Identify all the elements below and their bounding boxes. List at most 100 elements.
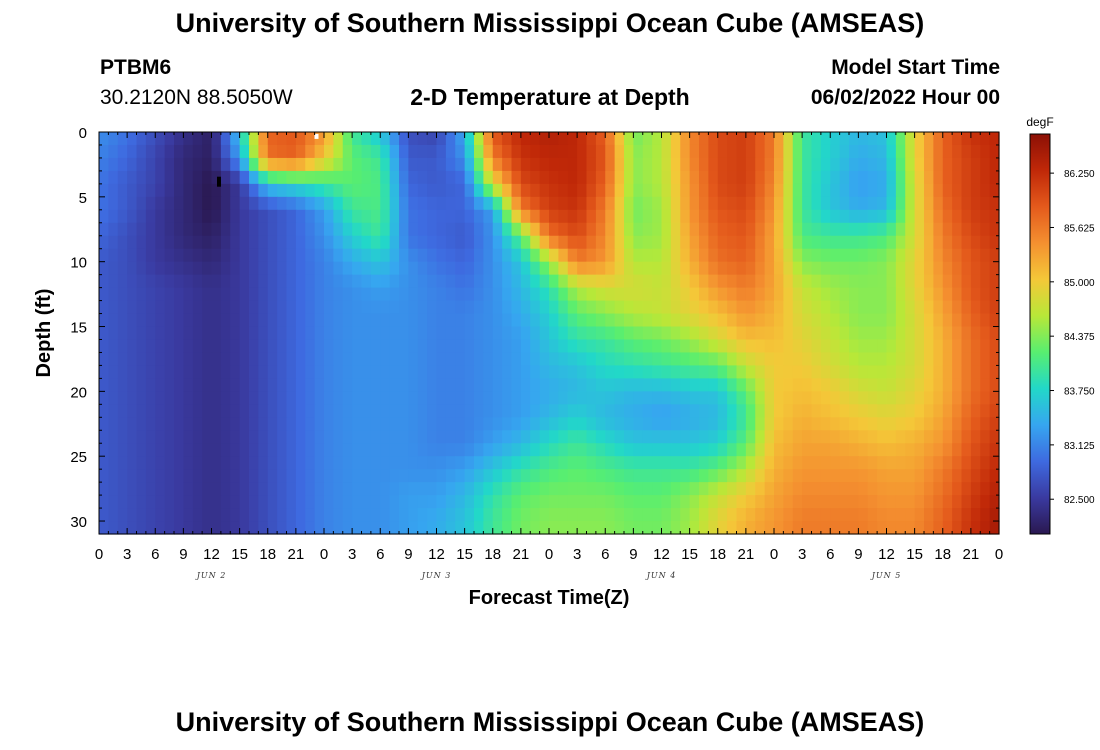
heatmap-cell: [117, 391, 128, 405]
heatmap-cell: [211, 183, 222, 198]
heatmap-cell: [117, 209, 128, 224]
heatmap-cell: [549, 287, 559, 302]
heatmap-cell: [867, 157, 878, 172]
heatmap-cell: [567, 313, 578, 328]
heatmap-cell: [905, 339, 916, 354]
heatmap-cell: [258, 235, 269, 250]
heatmap-cell: [811, 404, 822, 418]
heatmap-cell: [192, 248, 203, 263]
heatmap-cell: [820, 222, 831, 237]
heatmap-cell: [399, 157, 409, 172]
heatmap-cell: [417, 469, 428, 483]
heatmap-cell: [586, 144, 597, 159]
heatmap-cell: [595, 183, 606, 198]
heatmap-cell: [970, 339, 981, 354]
heatmap-cell: [989, 378, 1000, 392]
heatmap-cell: [745, 261, 756, 276]
heatmap-cell: [352, 391, 363, 405]
heatmap-cell: [717, 508, 728, 522]
heatmap-cell: [652, 521, 663, 535]
heatmap-cell: [539, 157, 550, 172]
heatmap-cell: [314, 391, 325, 405]
heatmap-cell: [370, 157, 381, 172]
heatmap-cell: [820, 183, 831, 198]
heatmap-cell: [455, 417, 466, 431]
heatmap-cell: [605, 261, 616, 276]
heatmap-cell: [802, 313, 813, 328]
heatmap-cell: [295, 132, 306, 146]
heatmap-cell: [539, 404, 550, 418]
heatmap-cell: [680, 287, 691, 302]
heatmap-cell: [952, 378, 963, 392]
heatmap-cell: [792, 443, 803, 457]
heatmap-cell: [764, 274, 775, 289]
heatmap-cell: [136, 521, 147, 535]
heatmap-cell: [624, 222, 634, 237]
heatmap-cell: [933, 404, 944, 418]
heatmap-cell: [745, 430, 756, 444]
heatmap-cell: [980, 378, 991, 392]
heatmap-cell: [249, 183, 259, 198]
heatmap-cell: [717, 352, 728, 367]
heatmap-cell: [324, 196, 334, 211]
heatmap-cell: [427, 157, 438, 172]
heatmap-cell: [174, 183, 184, 198]
heatmap-cell: [736, 222, 747, 237]
heatmap-cell: [670, 132, 681, 146]
heatmap-cell: [342, 495, 353, 509]
heatmap-cell: [736, 326, 747, 341]
heatmap-cell: [924, 456, 934, 470]
heatmap-cell: [670, 508, 681, 522]
heatmap-cell: [530, 209, 541, 224]
heatmap-cell: [220, 196, 231, 211]
heatmap-cell: [108, 482, 119, 496]
heatmap-cell: [699, 365, 709, 379]
heatmap-cell: [108, 170, 119, 185]
heatmap-cell: [858, 313, 869, 328]
heatmap-cell: [670, 430, 681, 444]
heatmap-cell: [389, 365, 400, 379]
heatmap-cell: [764, 287, 775, 302]
heatmap-cell: [586, 365, 597, 379]
heatmap-cell: [792, 144, 803, 159]
heatmap-cell: [211, 157, 222, 172]
heatmap-cell: [127, 404, 138, 418]
heatmap-cell: [952, 482, 963, 496]
heatmap-cell: [530, 352, 541, 367]
heatmap-cell: [436, 404, 447, 418]
heatmap-cell: [783, 430, 794, 444]
heatmap-cell: [745, 222, 756, 237]
heatmap-cell: [183, 287, 194, 302]
heatmap-cell: [652, 430, 663, 444]
heatmap-cell: [661, 132, 672, 146]
heatmap-cell: [774, 170, 784, 185]
heatmap-cell: [417, 132, 428, 146]
heatmap-cell: [802, 183, 813, 198]
heatmap-cell: [108, 521, 119, 535]
heatmap-cell: [633, 248, 644, 263]
heatmap-cell: [961, 339, 972, 354]
heatmap-cell: [342, 222, 353, 237]
heatmap-cell: [633, 521, 644, 535]
heatmap-cell: [661, 508, 672, 522]
heatmap-cell: [164, 521, 175, 535]
heatmap-cell: [933, 391, 944, 405]
heatmap-cell: [399, 248, 409, 263]
heatmap-cell: [895, 378, 906, 392]
heatmap-cell: [745, 352, 756, 367]
heatmap-cell: [342, 144, 353, 159]
heatmap-cell: [474, 196, 484, 211]
heatmap-cell: [520, 326, 531, 341]
heatmap-cell: [699, 287, 709, 302]
heatmap-cell: [352, 132, 363, 146]
heatmap-cell: [980, 482, 991, 496]
heatmap-cell: [661, 248, 672, 263]
heatmap-cell: [811, 430, 822, 444]
heatmap-cell: [877, 170, 888, 185]
heatmap-cell: [483, 157, 494, 172]
heatmap-cell: [942, 313, 953, 328]
heatmap-cell: [633, 352, 644, 367]
heatmap-cell: [849, 378, 859, 392]
heatmap-cell: [127, 222, 138, 237]
heatmap-cell: [145, 482, 156, 496]
